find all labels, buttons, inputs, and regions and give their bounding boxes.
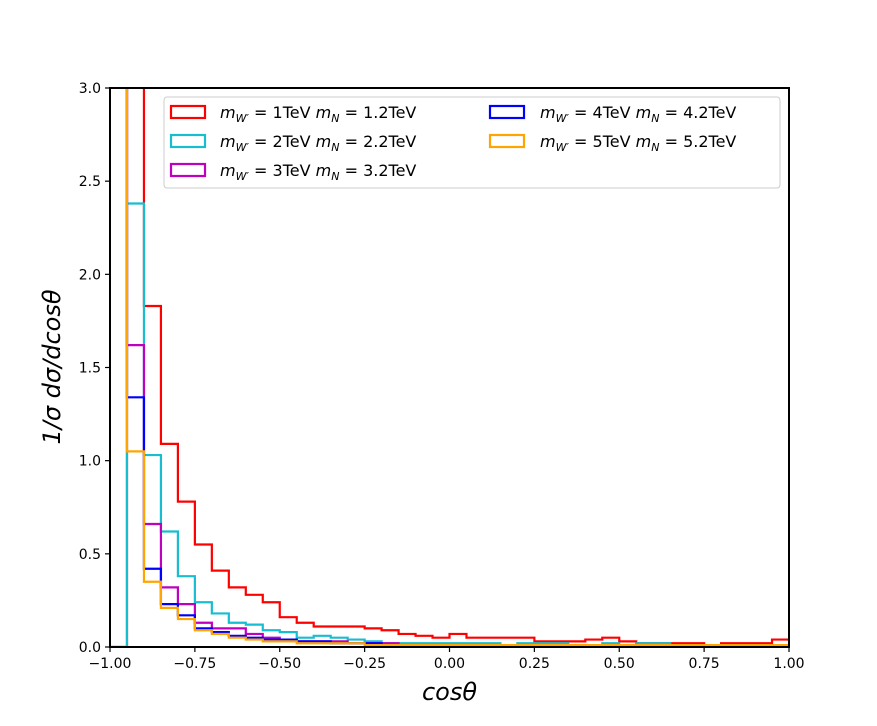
y-tick-label: 0.5 bbox=[79, 547, 101, 563]
x-axis-label: cosθ bbox=[422, 678, 477, 706]
legend-handle-3 bbox=[169, 162, 207, 178]
legend-handle-4 bbox=[488, 104, 526, 120]
x-tick-label: 0.50 bbox=[604, 656, 635, 672]
legend-entry-2: mW′ = 2TeV mN = 2.2TeV bbox=[220, 132, 416, 154]
x-tick-label: −0.75 bbox=[173, 656, 216, 672]
x-tick-label: 1.00 bbox=[773, 656, 804, 672]
x-tick-label: 0.25 bbox=[519, 656, 550, 672]
y-tick-label: 1.5 bbox=[79, 361, 101, 377]
y-tick-label: 0.0 bbox=[79, 640, 101, 656]
x-tick-label: −0.50 bbox=[258, 656, 301, 672]
y-axis-ticks: 0.0 0.5 1.0 1.5 2.0 2.5 3.0 bbox=[79, 81, 110, 656]
y-tick-label: 1.0 bbox=[79, 454, 101, 470]
series-line-5 bbox=[125, 88, 789, 647]
legend-entry-3: mW′ = 3TeV mN = 3.2TeV bbox=[220, 161, 416, 183]
x-tick-label: −1.00 bbox=[89, 656, 132, 672]
legend-entry-1: mW′ = 1TeV mN = 1.2TeV bbox=[220, 103, 416, 125]
y-tick-label: 2.5 bbox=[79, 174, 101, 190]
x-tick-label: −0.25 bbox=[343, 656, 386, 672]
x-axis-ticks: −1.00 −0.75 −0.50 −0.25 0.00 0.25 0.50 0.75 1.00 bbox=[89, 647, 805, 672]
legend-handle-1 bbox=[169, 104, 207, 120]
y-tick-label: 2.0 bbox=[79, 267, 101, 283]
x-tick-label: 0.00 bbox=[434, 656, 465, 672]
legend-handle-5 bbox=[488, 133, 526, 149]
y-axis-label: 1/σ dσ/dcosθ bbox=[38, 289, 66, 444]
legend: mW′ = 1TeV mN = 1.2TeV mW′ = 2TeV mN = 2.… bbox=[163, 96, 781, 189]
y-tick-label: 3.0 bbox=[79, 81, 101, 97]
legend-entry-4: mW′ = 4TeV mN = 4.2TeV bbox=[540, 103, 736, 125]
x-tick-label: 0.75 bbox=[689, 656, 720, 672]
series-layer bbox=[110, 88, 789, 647]
legend-entry-5: mW′ = 5TeV mN = 5.2TeV bbox=[540, 132, 736, 154]
legend-handle-2 bbox=[169, 133, 207, 149]
legend-box bbox=[163, 96, 781, 189]
